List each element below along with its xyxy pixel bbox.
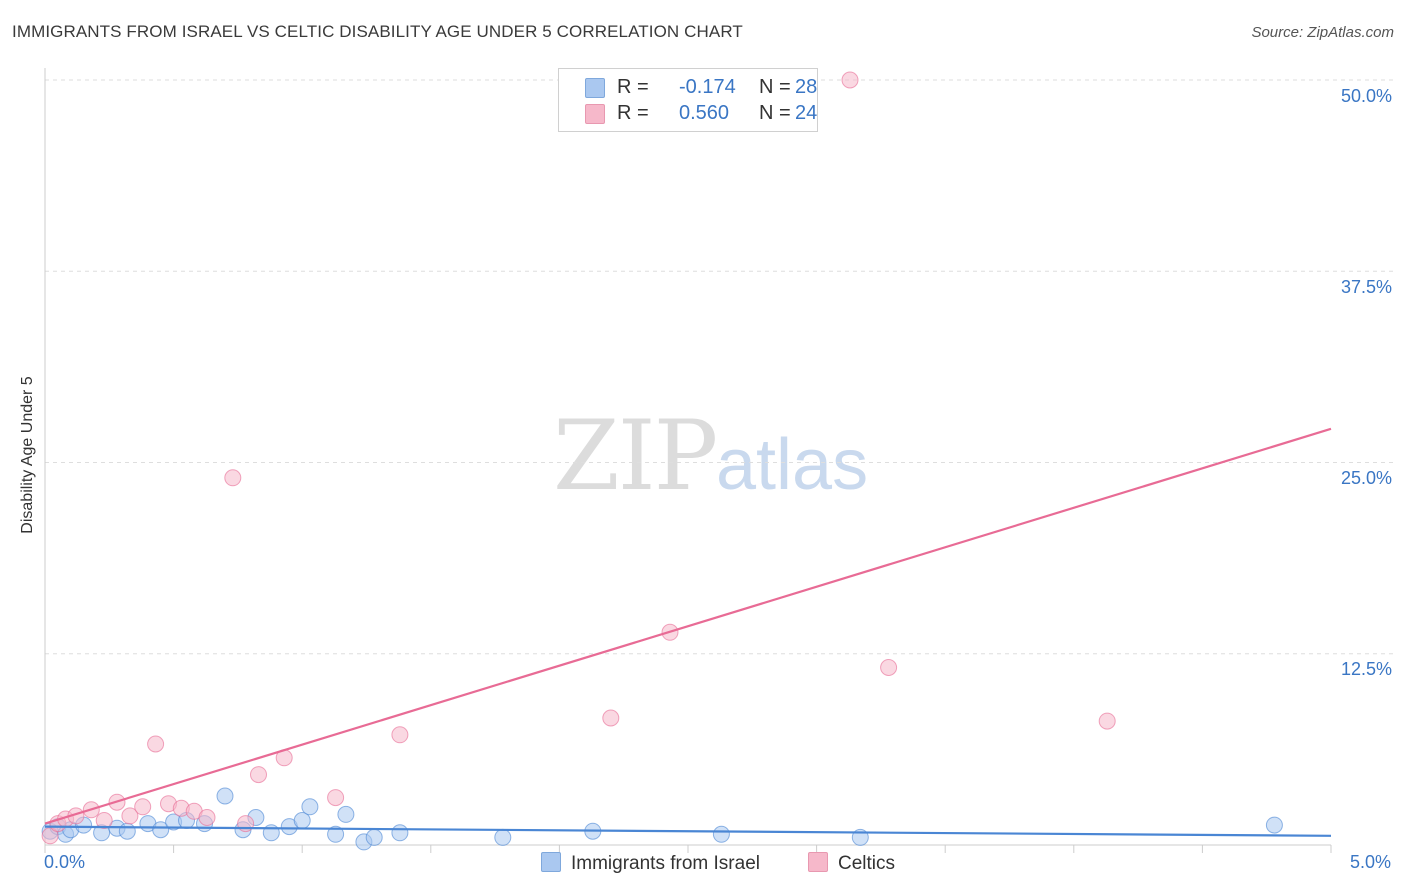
point-israel-9 [152,821,170,839]
point-israel-27 [712,825,730,843]
point-celtics-18 [327,789,345,807]
bottom-legend-label-celtics: Celtics [838,853,896,874]
stats-legend: R = -0.174 N = 28 R = 0.560 N = 24 [558,68,818,132]
trend-line-israel [44,825,1332,837]
point-israel-20 [327,825,345,843]
point-israel-23 [365,828,383,846]
point-celtics-16 [250,766,267,784]
point-israel-21 [337,805,355,823]
legend-n-value: 28 [795,76,818,98]
chart-title: IMMIGRANTS FROM ISRAEL VS CELTIC DISABIL… [12,22,743,41]
bottom-legend-swatch-israel [541,852,561,872]
point-israel-25 [494,828,512,846]
y-tick-label-37-5: 37.5% [1340,277,1392,297]
legend-n-value: 24 [795,102,818,124]
point-celtics-19 [391,726,409,744]
bottom-legend-israel: Immigrants from Israel [541,852,760,875]
x-tick-label-max: 5.0% [1350,852,1392,872]
point-celtics-20 [602,709,620,727]
y-tick-label-12-5: 12.5% [1340,659,1392,679]
point-israel-7 [118,822,136,840]
x-tick-label-min: 0.0% [44,852,86,872]
bottom-legend-swatch-celtics [808,852,828,872]
legend-r-label: R = [617,102,649,124]
legend-n-label: N = [759,102,791,124]
bottom-legend-label-israel: Immigrants from Israel [571,853,760,874]
y-tick-label-50: 50.0% [1340,86,1392,106]
legend-n-label: N = [759,76,791,98]
watermark-atlas: atlas [716,425,869,505]
point-celtics-13 [198,809,216,826]
point-celtics-24 [1098,712,1116,730]
legend-r-value: 0.560 [679,102,730,124]
legend-swatch-israel [585,78,605,98]
point-celtics-14 [224,469,242,487]
point-celtics-23 [880,659,898,676]
point-celtics-22 [841,71,859,89]
point-israel-29 [1265,816,1283,834]
legend-r-value: -0.174 [679,76,736,98]
watermark-zip: ZIP [553,400,718,512]
bottom-legend-celtics: Celtics [808,852,895,875]
y-tick-label-25: 25.0% [1340,468,1392,488]
point-celtics-0 [41,827,59,845]
trend-line-celtics [44,427,1332,825]
point-celtics-7 [121,807,139,825]
point-celtics-8 [134,798,152,816]
point-israel-24 [391,824,409,842]
point-israel-13 [216,787,234,805]
point-celtics-5 [95,812,113,829]
source-credit: Source: ZipAtlas.com [1251,24,1394,41]
point-celtics-9 [147,735,165,753]
legend-r-label: R = [617,76,649,98]
point-israel-19 [301,798,319,816]
legend-swatch-celtics [585,104,605,124]
